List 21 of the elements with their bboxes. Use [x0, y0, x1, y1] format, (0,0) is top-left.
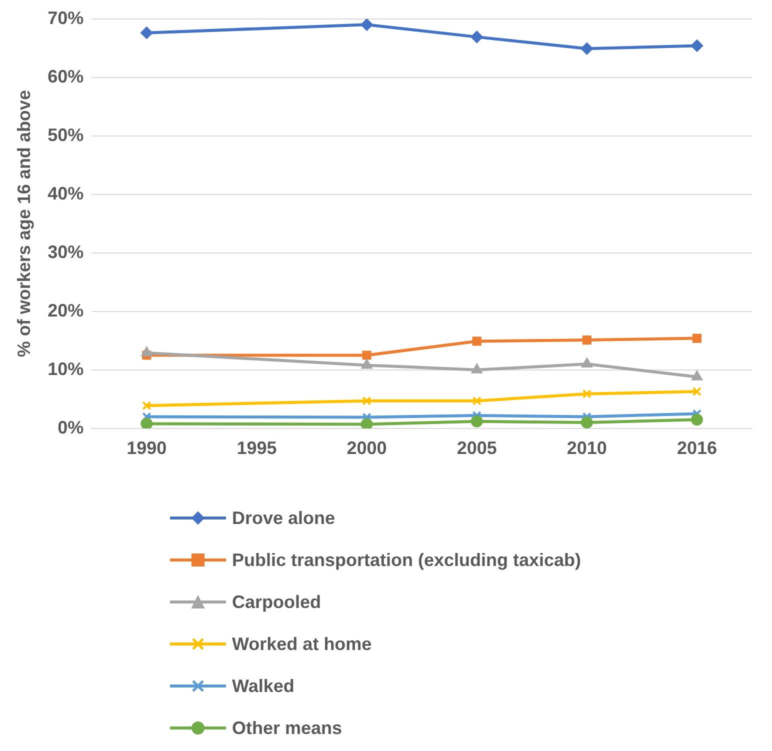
legend-label: Carpooled	[232, 592, 322, 612]
x-tick-label: 2016	[676, 438, 717, 458]
legend-label: Worked at home	[232, 634, 372, 654]
x-tick-label: 1990	[126, 438, 167, 458]
x-tick-label: 2005	[456, 438, 497, 458]
y-tick-label: 30%	[48, 242, 84, 262]
y-axis-title: % of workers age 16 and above	[14, 90, 34, 358]
y-tick-label: 20%	[48, 300, 84, 320]
x-tick-label: 2000	[346, 438, 387, 458]
x-tick-label: 2010	[566, 438, 607, 458]
y-tick-label: 40%	[48, 183, 84, 204]
y-tick-label: 70%	[48, 8, 84, 28]
legend-label: Drove alone	[232, 508, 336, 528]
y-tick-label: 50%	[48, 124, 84, 145]
x-tick-label: 1995	[236, 438, 277, 458]
y-tick-label: 10%	[48, 358, 84, 379]
legend-label: Public transportation (excluding taxicab)	[232, 550, 582, 570]
legend-label: Walked	[232, 676, 294, 696]
y-tick-label: 0%	[58, 417, 84, 438]
y-tick-label: 60%	[48, 66, 84, 86]
legend-label: Other means	[232, 718, 342, 738]
